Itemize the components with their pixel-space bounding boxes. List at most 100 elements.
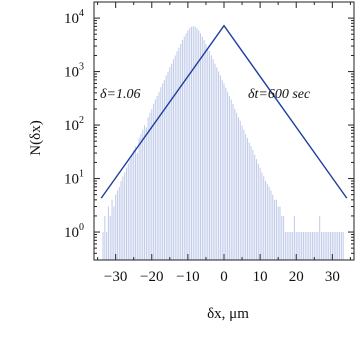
histogram-bar <box>176 51 178 260</box>
histogram-bar <box>259 167 261 260</box>
histogram-bar <box>252 150 254 260</box>
histogram-bar <box>257 163 259 260</box>
histogram-bar <box>228 95 230 260</box>
histogram-bar <box>236 112 238 261</box>
histogram-bar <box>207 47 209 260</box>
histogram-bar <box>292 232 294 260</box>
histogram-bar <box>151 108 153 260</box>
histogram-bar <box>113 206 115 260</box>
histogram-bar <box>189 28 191 260</box>
histogram-bar <box>288 232 290 260</box>
fit-line-layer <box>100 24 348 199</box>
histogram-bar <box>199 33 202 260</box>
histogram-bar <box>248 142 250 260</box>
histogram-bar <box>167 71 169 260</box>
x-tick-label: −10 <box>176 269 199 285</box>
histogram-bar <box>313 232 315 260</box>
histogram-bar <box>270 190 272 260</box>
histogram-bar <box>145 127 147 260</box>
histogram-bar <box>243 129 245 260</box>
histogram-bar <box>127 163 129 260</box>
histogram-bar <box>125 167 128 260</box>
histogram-bar <box>234 108 236 260</box>
histogram-bar <box>192 26 194 261</box>
histogram-bar <box>118 186 120 260</box>
histogram-bar <box>210 55 212 261</box>
histogram-bar <box>286 232 288 260</box>
histogram-bar <box>142 129 144 260</box>
histogram-bar <box>131 154 133 260</box>
histogram-bar <box>102 232 104 260</box>
histogram-bar <box>158 91 160 260</box>
histogram-bar <box>116 190 119 260</box>
x-tick-label: 10 <box>253 269 268 285</box>
histogram-bar <box>180 43 182 260</box>
histogram-bar <box>302 232 304 260</box>
histogram-bar <box>196 28 198 260</box>
histogram-bars <box>102 26 344 261</box>
histogram-bar <box>295 232 297 260</box>
histogram-bar <box>306 232 308 260</box>
histogram-bar <box>317 232 319 260</box>
histogram-bar <box>109 215 111 260</box>
histogram-bar <box>275 199 277 260</box>
histogram-bar <box>172 59 174 261</box>
histogram-bar <box>308 232 310 260</box>
histogram-bar <box>194 26 196 260</box>
x-tick-label: −20 <box>140 269 163 285</box>
histogram-bar <box>254 154 256 260</box>
histogram-bar <box>264 181 267 260</box>
histogram-bar <box>156 95 158 260</box>
histogram-bar <box>315 232 317 260</box>
fit-line <box>100 24 348 199</box>
histogram-bar <box>272 194 274 260</box>
histogram-bar <box>205 43 207 260</box>
histogram-bar <box>239 120 241 260</box>
histogram-bar <box>329 232 332 260</box>
histogram-bar <box>279 206 281 260</box>
histogram-bar <box>283 215 285 260</box>
histogram-bar <box>203 39 205 260</box>
histogram-bar <box>281 215 283 260</box>
histogram-bar <box>245 134 247 260</box>
histogram-bar <box>212 59 214 261</box>
y-tick-label: 102 <box>64 115 84 134</box>
histogram-bar <box>201 36 203 261</box>
histogram-bar <box>122 176 124 260</box>
histogram-bar <box>225 87 227 261</box>
histogram-bar <box>268 186 270 260</box>
histogram-bar <box>246 138 249 260</box>
histogram-bar <box>320 232 323 260</box>
histogram-bar <box>106 232 108 260</box>
histogram-bar <box>218 71 220 260</box>
histogram-bar <box>154 99 156 260</box>
histogram-bar <box>331 232 333 260</box>
histogram-bar <box>223 83 225 260</box>
histogram-bar <box>147 117 149 260</box>
histogram-bar <box>263 176 265 260</box>
axis-ticks: −30 −20 −10 0 10 20 30 100 101 102 103 104 <box>64 1 354 285</box>
histogram-bar <box>111 199 113 260</box>
y-tick-label: 100 <box>64 222 84 241</box>
histogram-bar <box>216 67 218 260</box>
histogram-bar <box>290 232 292 260</box>
histogram-bar <box>181 39 184 260</box>
histogram-bar <box>232 103 234 260</box>
histogram-bar <box>160 87 162 260</box>
histogram-bar <box>266 183 268 260</box>
histogram-bar <box>324 232 326 260</box>
histogram-bar <box>198 30 200 260</box>
histogram-bar <box>214 63 216 260</box>
histogram-bar <box>107 206 109 260</box>
histogram-bar <box>133 150 135 260</box>
histogram-bar <box>104 215 106 260</box>
histogram-bar <box>335 232 337 260</box>
annotation-delta-t: δt=600 sec <box>248 87 311 102</box>
histogram-bar <box>115 194 117 260</box>
histogram-bar <box>134 146 137 260</box>
histogram-bar <box>328 232 330 260</box>
histogram-bar <box>219 75 221 260</box>
histogram-bar <box>293 215 295 260</box>
histogram-bar <box>227 91 229 260</box>
